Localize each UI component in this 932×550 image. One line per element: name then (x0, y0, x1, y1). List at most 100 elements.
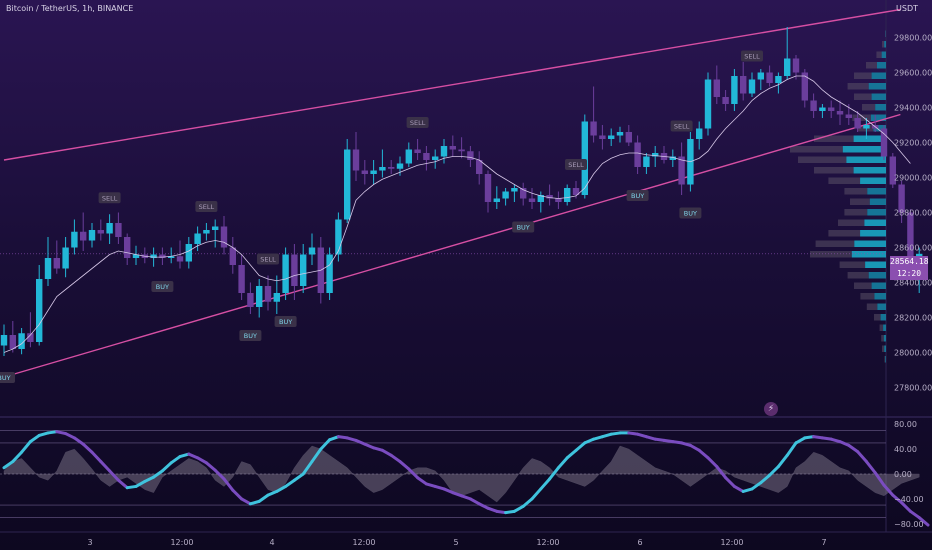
oscillator-line-segment (81, 442, 94, 454)
volume-profile-bar (868, 83, 886, 90)
oscillator-line-segment (785, 441, 798, 457)
oscillator-line-segment (380, 448, 393, 457)
oscillator-line-segment (838, 440, 851, 447)
volume-profile-bar (885, 356, 886, 363)
volume-profile-bar-outer (852, 114, 871, 121)
volume-profile-bar (871, 282, 886, 289)
candle (97, 230, 104, 234)
candle (0, 335, 8, 346)
symbol-title: Bitcoin / TetherUS, 1h, BINANCE (6, 4, 134, 13)
bar-countdown-tag: 12:20 (890, 268, 928, 280)
candle (379, 167, 386, 171)
oscillator-line-segment (169, 455, 182, 465)
signal-label: BUY (517, 224, 530, 232)
candle (124, 237, 131, 258)
time-axis-tick-label: 3 (87, 538, 92, 547)
volume-profile-bar-outer (884, 356, 886, 363)
oscillator-line-segment (231, 488, 244, 501)
candle (608, 135, 615, 139)
candle (212, 226, 219, 230)
candle (247, 293, 254, 307)
last-price-tag: 28564.18 (890, 256, 929, 268)
signal-label: BUY (279, 318, 292, 326)
oscillator-line-segment (275, 484, 288, 493)
candle (53, 258, 60, 269)
candle (467, 151, 474, 160)
oscillator-line-segment (389, 453, 402, 464)
candle (44, 258, 52, 279)
oscillator-line-segment (160, 461, 173, 473)
oscillator-line-segment (134, 479, 147, 488)
volume-profile-bar-outer (814, 135, 854, 142)
oscillator-line-segment (433, 484, 446, 491)
price-axis-tick-label: 28000.00 (894, 349, 932, 358)
oscillator-line-segment (2, 460, 15, 470)
candle (572, 188, 580, 195)
oscillator-line-segment (90, 450, 103, 464)
oscillator-line-segment (917, 516, 930, 527)
oscillator-line-segment (856, 450, 868, 464)
candle (634, 142, 641, 167)
signal-label: SELL (674, 123, 690, 131)
oscillator-line-segment (28, 433, 41, 444)
candle (159, 254, 166, 258)
candle (176, 256, 184, 262)
candle (546, 195, 553, 199)
candle (775, 76, 782, 83)
volume-profile-bar (851, 251, 886, 258)
oscillator-line-segment (697, 448, 710, 460)
candle (836, 111, 844, 115)
candle (458, 149, 465, 152)
signal-label: BUY (631, 192, 644, 200)
price-axis-tick-label: 28200.00 (894, 314, 932, 323)
candle (352, 149, 360, 171)
volume-profile-bar-outer (810, 251, 852, 258)
volume-profile-bar-outer (815, 240, 855, 247)
candle (801, 72, 808, 101)
candle (880, 128, 888, 157)
volume-profile-bar-outer (854, 282, 872, 289)
time-axis-tick-label: 12:00 (536, 538, 559, 547)
oscillator-line-segment (460, 494, 472, 501)
candle (414, 149, 421, 153)
oscillator-line-segment (776, 453, 789, 469)
oscillator-line-segment (759, 473, 772, 485)
oscillator-line-segment (213, 468, 226, 481)
oscillator-line-segment (284, 478, 296, 488)
candle (238, 265, 245, 293)
candle (652, 153, 659, 157)
oscillator-line-segment (319, 438, 332, 451)
candle (440, 146, 448, 157)
candle (370, 170, 377, 174)
candle (326, 254, 333, 293)
oscillator-line-segment (548, 466, 560, 481)
candle (27, 333, 34, 342)
signal-label: BUY (0, 374, 11, 382)
sell-signal: SELL (565, 159, 587, 170)
oscillator-axis-tick-label: 0.00 (894, 470, 912, 479)
volume-profile-bar (884, 345, 886, 352)
candle (863, 125, 870, 129)
candle (555, 198, 562, 202)
volume-profile-bar (875, 104, 886, 111)
candle (854, 118, 861, 129)
oscillator-line-segment (248, 499, 261, 506)
candle (502, 191, 509, 199)
volume-profile-bar (867, 188, 886, 195)
oscillator-line-segment (847, 443, 860, 454)
candle (185, 244, 192, 262)
oscillator-line-segment (565, 448, 578, 460)
oscillator-line-segment (486, 506, 499, 513)
candle (361, 170, 368, 174)
candle (784, 58, 791, 76)
oscillator-axis-tick-label: 40.00 (894, 445, 917, 454)
sell-signal: SELL (98, 192, 121, 204)
lightning-alert-icon[interactable]: ⚡ (764, 402, 778, 416)
volume-profile-bar-outer (814, 167, 854, 174)
volume-profile-bar (871, 72, 886, 79)
sell-signal: SELL (406, 117, 429, 128)
candle (388, 167, 395, 169)
oscillator-line-segment (407, 467, 420, 480)
candle (71, 231, 78, 248)
